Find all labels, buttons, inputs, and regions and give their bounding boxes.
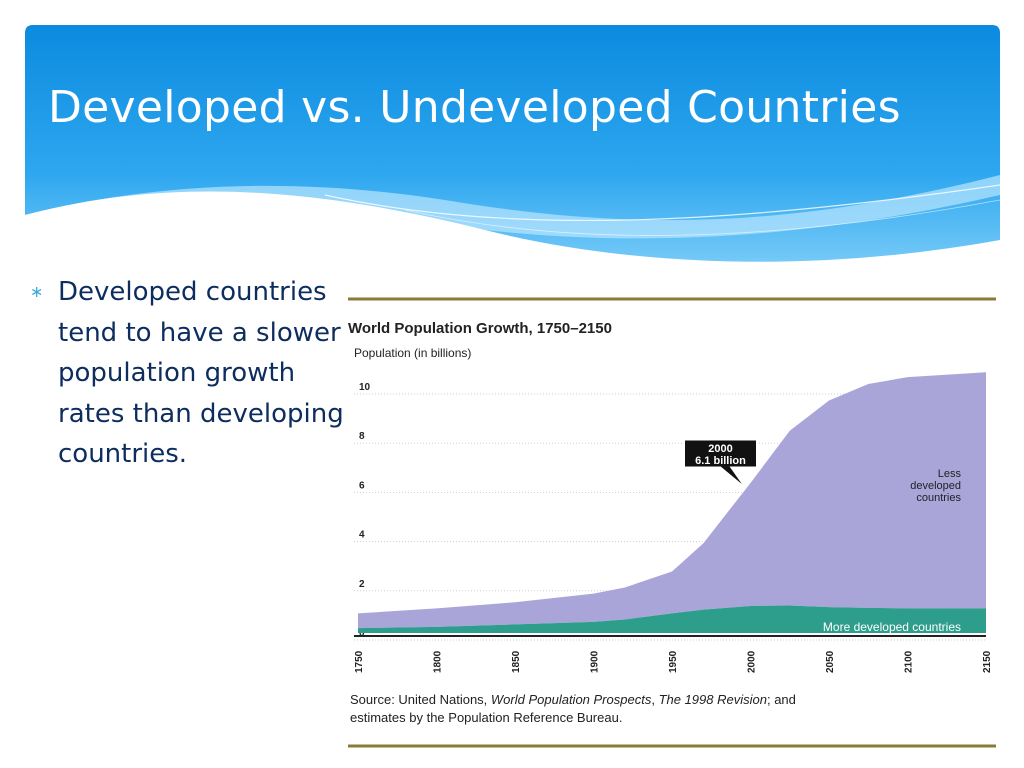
x-tick-label: 1750 — [354, 650, 365, 673]
area-more-developed — [358, 605, 986, 633]
x-tick-label: 1900 — [590, 650, 601, 673]
source-line-1: Source: United Nations, World Population… — [350, 692, 796, 707]
y-tick-label: 0 — [359, 628, 365, 639]
label-less-developed: Less — [938, 468, 962, 480]
x-tick-label: 1800 — [433, 650, 444, 673]
label-less-developed: countries — [916, 492, 961, 504]
y-tick-label: 8 — [359, 431, 365, 442]
annotation-value: 6.1 billion — [695, 455, 746, 467]
x-tick-label: 1950 — [668, 650, 679, 673]
y-tick-label: 10 — [359, 382, 371, 393]
x-tick-label: 2050 — [825, 650, 836, 673]
annotation-callout — [684, 439, 757, 488]
bullet-text: Developed countries tend to have a slowe… — [58, 277, 344, 469]
x-tick-label: 2150 — [982, 650, 993, 673]
annotation-year: 2000 — [708, 443, 732, 455]
chart-svg: World Population Growth, 1750–2150 Popula… — [348, 297, 996, 748]
x-tick-label: 2000 — [747, 650, 758, 673]
y-tick-label: 6 — [359, 480, 365, 491]
y-tick-label: 2 — [359, 579, 365, 590]
label-more-developed: More developed countries — [823, 620, 961, 634]
slide-title: Developed vs. Undeveloped Countries — [48, 82, 901, 133]
header-band — [25, 25, 1000, 295]
population-chart: World Population Growth, 1750–2150 Popula… — [340, 290, 1000, 750]
source-line-2: estimates by the Population Reference Bu… — [350, 710, 622, 725]
x-tick-label: 2100 — [904, 650, 915, 673]
y-tick-label: 4 — [359, 530, 365, 541]
bullet-asterisk-icon: ∗ — [30, 284, 44, 301]
label-less-developed: developed — [910, 480, 961, 492]
chart-title: World Population Growth, 1750–2150 — [348, 320, 612, 337]
area-less-developed — [358, 372, 986, 629]
y-axis-label: Population (in billions) — [354, 346, 471, 360]
x-tick-label: 1850 — [511, 650, 522, 673]
